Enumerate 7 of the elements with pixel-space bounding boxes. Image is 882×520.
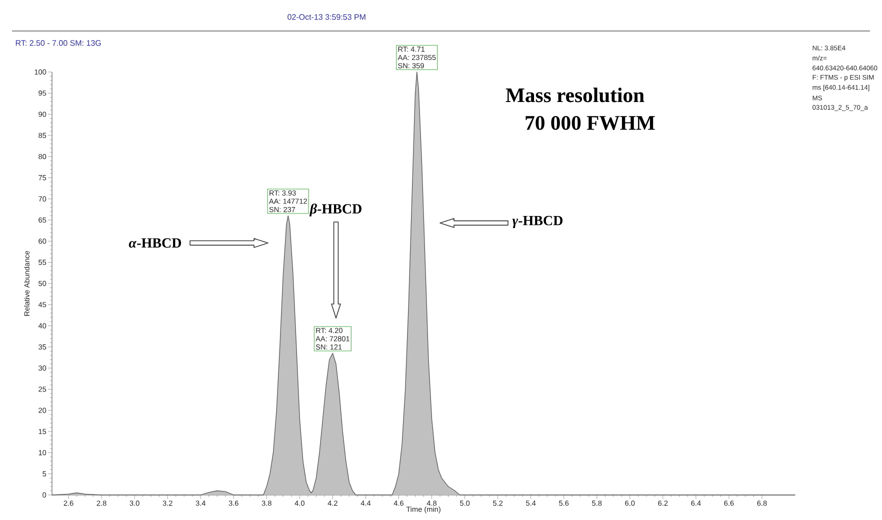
annotation: 70 000 FWHM [526,116,655,130]
annotation: β-HBCD [309,204,362,216]
annotation: Mass resolution [506,88,644,102]
text: 02-Oct-13 3:59:53 PM [288,14,366,20]
annotation: γ-HBCD [512,216,563,228]
annotation: α-HBCD [128,238,182,248]
text: RT: 2.50 - 7.00 SM: 13G [16,40,101,46]
